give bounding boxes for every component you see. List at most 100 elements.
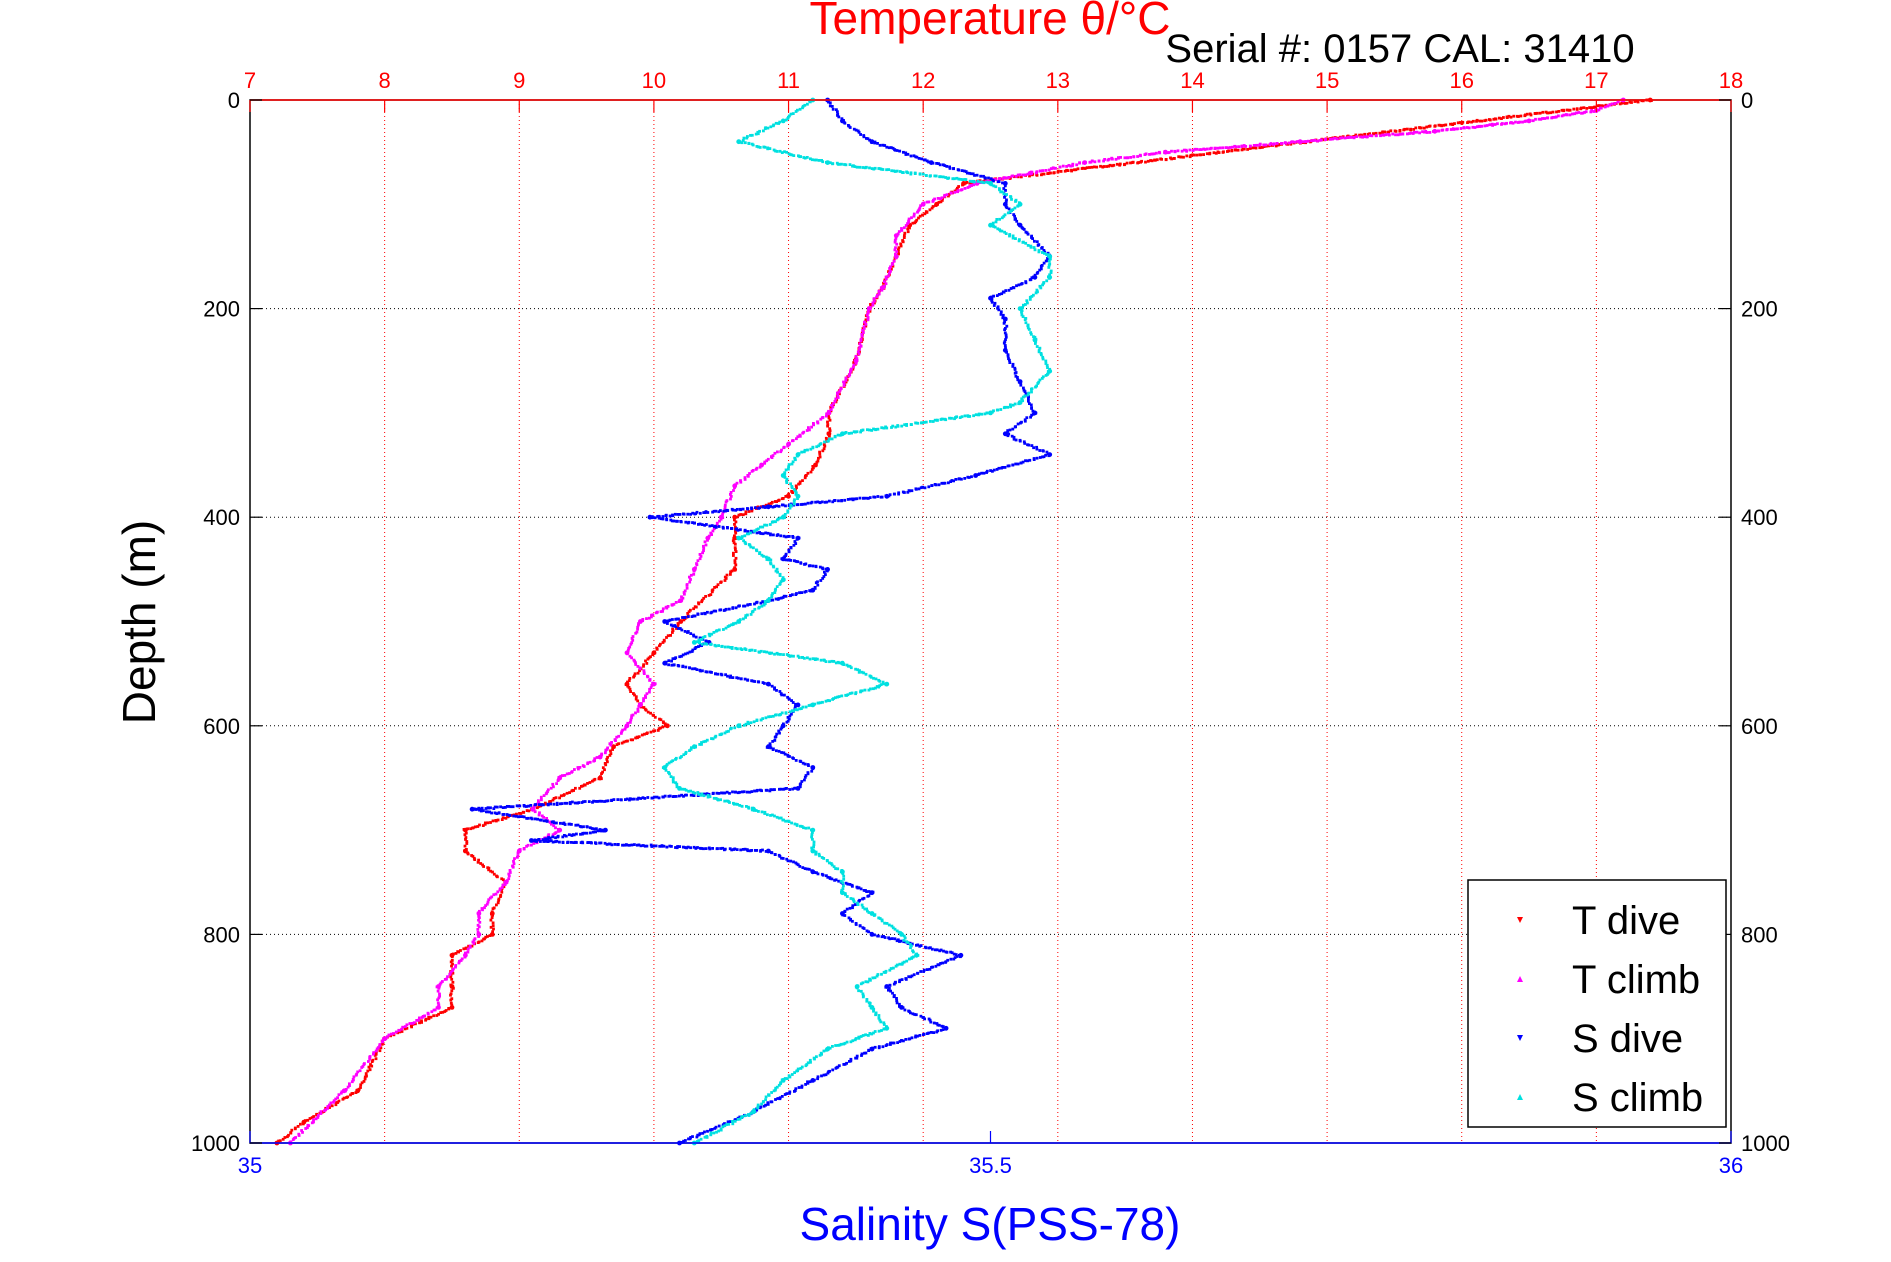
data-point-track bbox=[1139, 154, 1142, 158]
data-point-track bbox=[811, 446, 815, 450]
data-point-track bbox=[972, 414, 975, 418]
data-point-track bbox=[1213, 147, 1217, 150]
data-point-track bbox=[742, 136, 746, 140]
data-point-track bbox=[771, 813, 774, 817]
data-point bbox=[449, 952, 455, 958]
data-point-track bbox=[1240, 148, 1244, 152]
serial-annotation: Serial #: 0157 CAL: 31410 bbox=[1165, 27, 1634, 71]
data-point bbox=[1526, 118, 1532, 124]
data-point-track bbox=[1582, 106, 1586, 110]
data-point-track bbox=[1515, 114, 1519, 118]
data-point-track bbox=[864, 1033, 867, 1037]
data-point-track bbox=[892, 966, 895, 970]
data-point-track bbox=[633, 672, 637, 676]
data-point-track bbox=[1030, 295, 1034, 298]
data-point-track bbox=[569, 841, 573, 844]
data-point-track bbox=[1041, 455, 1044, 459]
data-point-track bbox=[401, 1025, 405, 1029]
data-point-track bbox=[776, 570, 779, 574]
data-point-track bbox=[1588, 106, 1591, 109]
data-point-track bbox=[1159, 157, 1162, 161]
data-point-track bbox=[629, 690, 632, 693]
data-point-track bbox=[627, 843, 631, 847]
data-point-track bbox=[304, 1127, 308, 1130]
data-point-track bbox=[1258, 146, 1262, 150]
right-tick-label: 1000 bbox=[1741, 1131, 1790, 1156]
data-point-track bbox=[491, 907, 495, 911]
data-point bbox=[759, 462, 764, 468]
data-point-track bbox=[608, 842, 612, 846]
data-point-track bbox=[576, 766, 580, 769]
data-point-track bbox=[948, 167, 952, 170]
data-point-track bbox=[722, 509, 726, 513]
data-point-track bbox=[723, 503, 727, 507]
data-point-track bbox=[828, 427, 832, 431]
data-point-track bbox=[1028, 458, 1032, 462]
data-point-track bbox=[1240, 144, 1244, 148]
data-point-track bbox=[360, 1066, 364, 1069]
data-point-track bbox=[448, 973, 452, 976]
data-point-track bbox=[459, 949, 462, 952]
data-point-track bbox=[838, 162, 841, 166]
data-point-track bbox=[964, 178, 968, 181]
data-point-track bbox=[684, 1139, 687, 1142]
data-point-track bbox=[518, 812, 521, 815]
data-point-track bbox=[591, 830, 595, 834]
data-point-track bbox=[910, 489, 914, 493]
data-point-track bbox=[793, 540, 797, 543]
data-point-track bbox=[895, 242, 899, 246]
data-point-track bbox=[723, 799, 727, 803]
data-point-track bbox=[879, 1020, 883, 1024]
data-point-track bbox=[659, 517, 663, 521]
data-point-track bbox=[881, 168, 885, 171]
data-point-track bbox=[1006, 211, 1010, 215]
data-point-track bbox=[810, 425, 813, 429]
data-point-track bbox=[895, 1001, 899, 1005]
data-point-track bbox=[726, 645, 730, 649]
data-point-track bbox=[882, 935, 885, 938]
data-point-track bbox=[671, 631, 674, 634]
data-point-track bbox=[1293, 140, 1297, 144]
data-point-track bbox=[1460, 122, 1464, 125]
data-point-track bbox=[570, 834, 574, 837]
data-point-track bbox=[784, 535, 788, 539]
data-point-track bbox=[1026, 301, 1029, 305]
data-point-track bbox=[652, 714, 655, 717]
data-point-track bbox=[854, 1056, 857, 1060]
data-point-track bbox=[745, 805, 748, 808]
data-point-track bbox=[733, 546, 737, 550]
data-point-track bbox=[1040, 353, 1043, 357]
data-point-track bbox=[876, 293, 879, 297]
data-point-track bbox=[1318, 139, 1322, 142]
data-point-track bbox=[1044, 359, 1048, 363]
data-point-track bbox=[912, 214, 916, 218]
data-point-track bbox=[895, 169, 899, 173]
data-point-track bbox=[449, 970, 453, 974]
data-point-track bbox=[1589, 110, 1593, 114]
data-point-track bbox=[762, 129, 765, 133]
data-point-track bbox=[912, 955, 915, 959]
data-point-track bbox=[702, 596, 706, 600]
data-point-track bbox=[828, 104, 832, 108]
data-point-track bbox=[704, 847, 708, 850]
data-point-track bbox=[702, 792, 705, 796]
data-point-track bbox=[496, 818, 500, 822]
data-point-track bbox=[793, 705, 797, 709]
data-point-track bbox=[818, 455, 822, 459]
data-point-track bbox=[758, 129, 761, 133]
data-point-track bbox=[1608, 103, 1612, 107]
data-point-track bbox=[1150, 152, 1153, 156]
data-point-track bbox=[801, 502, 805, 506]
data-point-track bbox=[763, 145, 767, 149]
data-point bbox=[718, 514, 724, 520]
data-point bbox=[436, 984, 441, 989]
data-point-track bbox=[892, 995, 896, 999]
data-point-track bbox=[728, 847, 732, 851]
data-point-track bbox=[514, 814, 518, 818]
data-point-track bbox=[793, 786, 796, 790]
data-point-track bbox=[1453, 122, 1456, 125]
data-point-track bbox=[642, 664, 645, 668]
data-point-track bbox=[711, 529, 715, 533]
data-point-track bbox=[512, 814, 516, 818]
data-point-track bbox=[771, 598, 775, 602]
